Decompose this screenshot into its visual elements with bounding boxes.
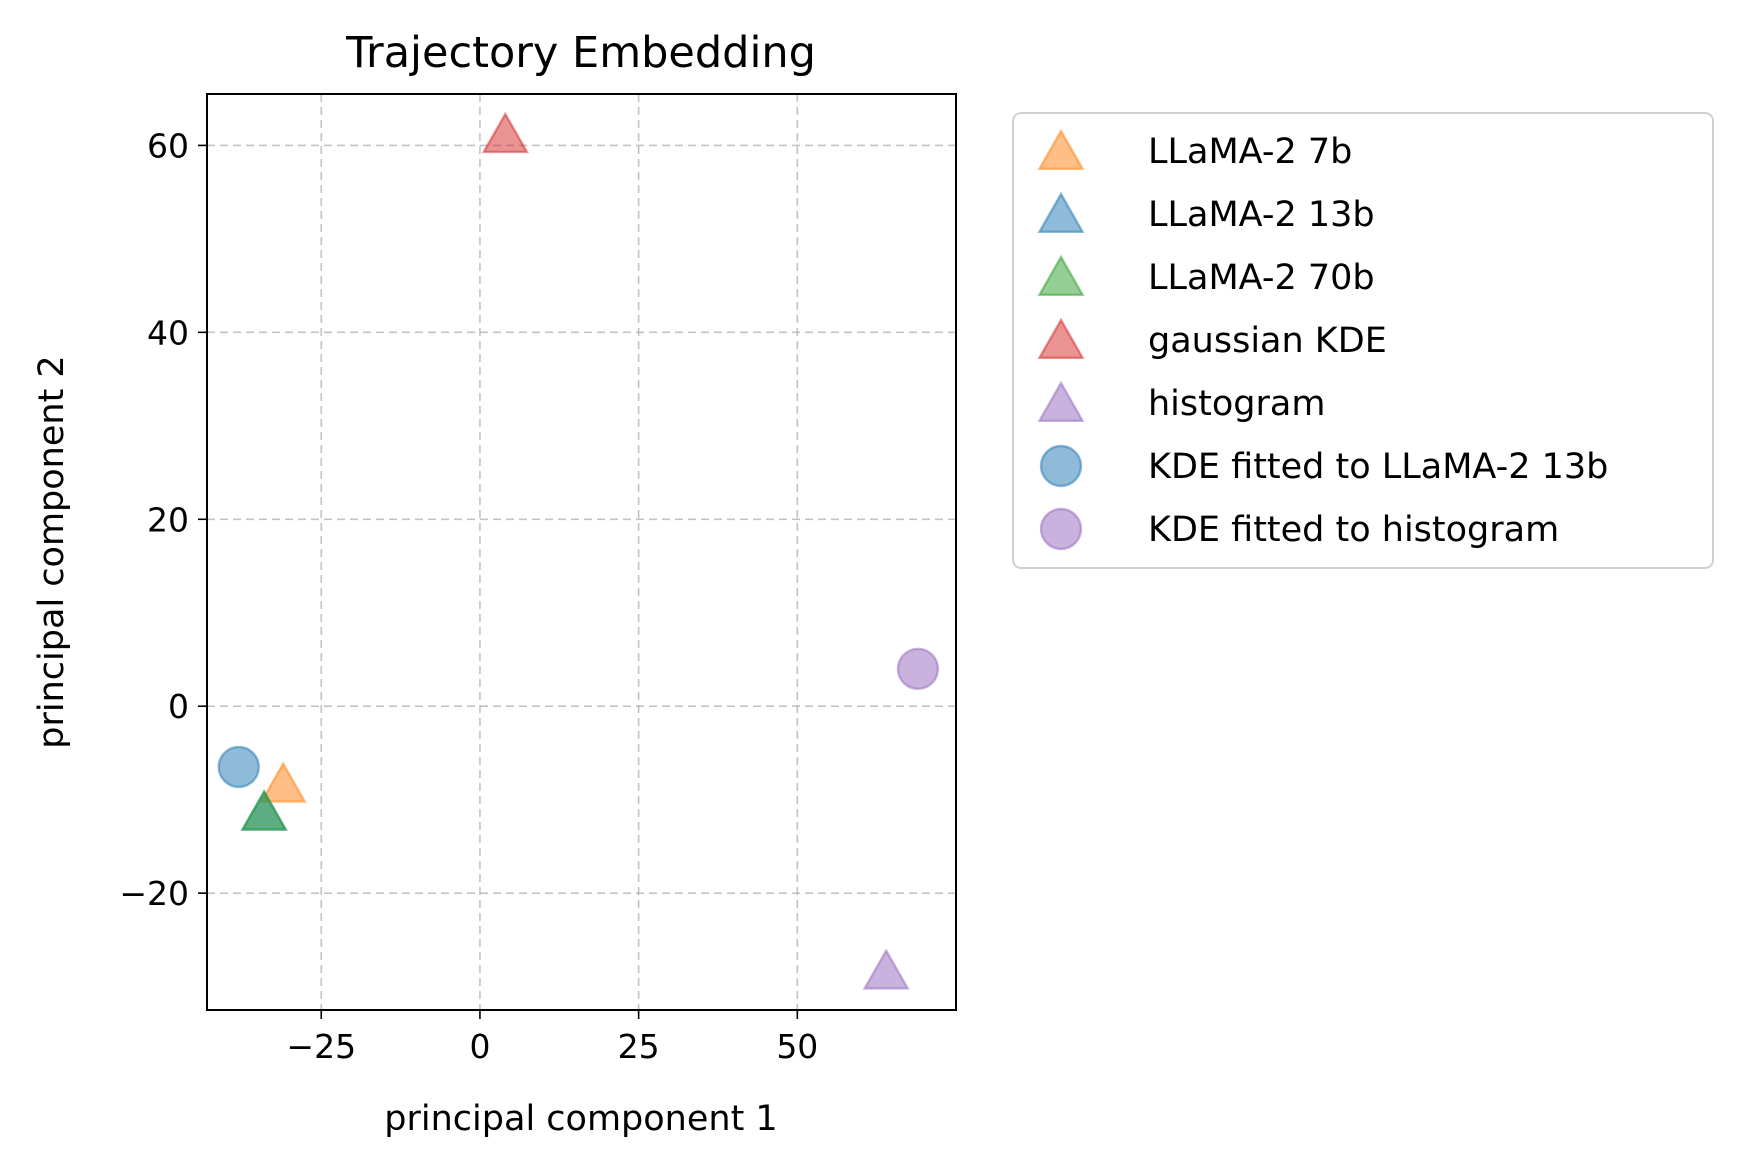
x-tick-label: 0: [469, 1027, 490, 1066]
x-axis-label: principal component 1: [384, 1099, 777, 1139]
legend-label: LLaMA-2 13b: [1148, 195, 1375, 235]
y-axis-label: principal component 2: [32, 355, 72, 748]
x-tick-label: 25: [618, 1027, 660, 1066]
point-circle: [896, 647, 940, 691]
legend-label: LLaMA-2 7b: [1148, 132, 1352, 172]
plot-frame: [206, 93, 957, 1011]
legend-label: histogram: [1148, 384, 1325, 424]
legend-label: LLaMA-2 70b: [1148, 258, 1375, 298]
y-tick-label: 40: [147, 313, 189, 352]
y-tick-label: −20: [119, 874, 189, 913]
y-tick-label: 60: [147, 126, 189, 165]
axis-ticks: −25 0 25 50 −20 0 20 40 60: [119, 126, 818, 1066]
legend-marker-triangle: [1037, 128, 1085, 171]
legend: LLaMA-2 7b LLaMA-2 13b LLaMA-2 70b gaussian…: [1012, 112, 1714, 569]
legend-label: KDE fitted to histogram: [1148, 510, 1559, 550]
legend-marker-triangle: [1037, 317, 1085, 360]
y-tick-label: 20: [147, 500, 189, 539]
data-points: [217, 111, 940, 990]
legend-label: KDE fitted to LLaMA-2 13b: [1148, 447, 1608, 487]
legend-marker-circle: [1039, 507, 1083, 551]
point-triangle: [862, 948, 910, 990]
point-circle: [217, 745, 260, 789]
legend-items: LLaMA-2 7b LLaMA-2 13b LLaMA-2 70b gaussian…: [1037, 128, 1608, 551]
legend-label: gaussian KDE: [1148, 321, 1387, 361]
legend-box: [1012, 112, 1714, 569]
legend-marker-circle: [1039, 444, 1083, 488]
legend-marker-triangle: [1037, 191, 1085, 234]
x-tick-label: −25: [286, 1027, 356, 1066]
point-triangle: [240, 789, 288, 831]
x-tick-label: 50: [776, 1027, 818, 1066]
point-triangle: [481, 111, 529, 154]
legend-marker-triangle: [1037, 380, 1085, 423]
y-tick-label: 0: [168, 687, 189, 726]
grid: [207, 94, 956, 1010]
point-triangle: [259, 761, 307, 803]
chart-title: Trajectory Embedding: [345, 28, 816, 78]
legend-marker-triangle: [1037, 254, 1085, 297]
